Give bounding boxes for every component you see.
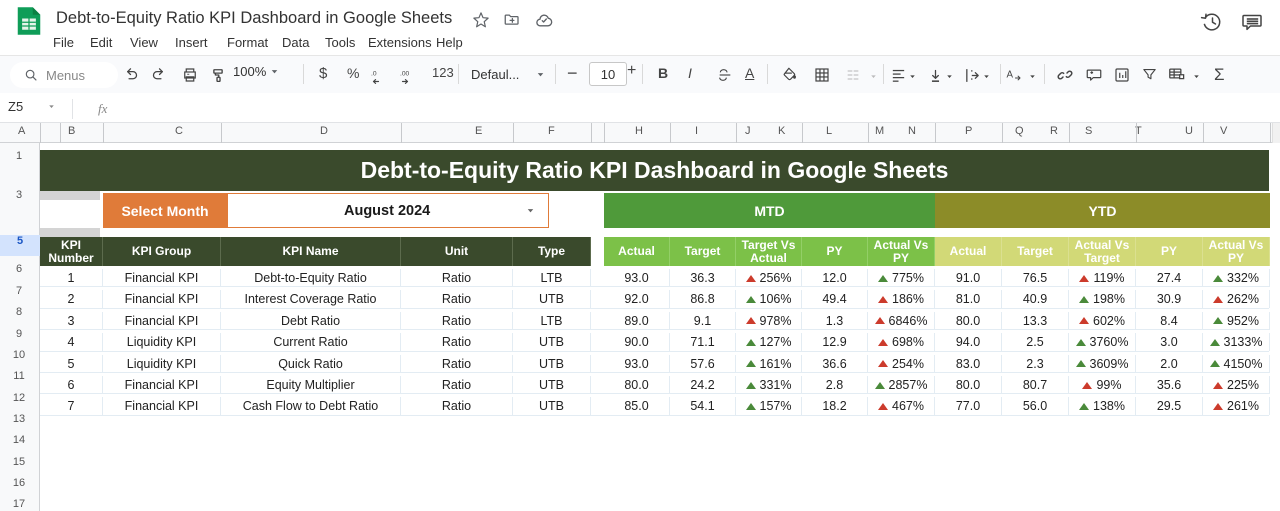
svg-text:.00: .00: [400, 71, 410, 78]
svg-text:.0: .0: [371, 71, 377, 78]
svg-text:A: A: [1007, 69, 1014, 80]
